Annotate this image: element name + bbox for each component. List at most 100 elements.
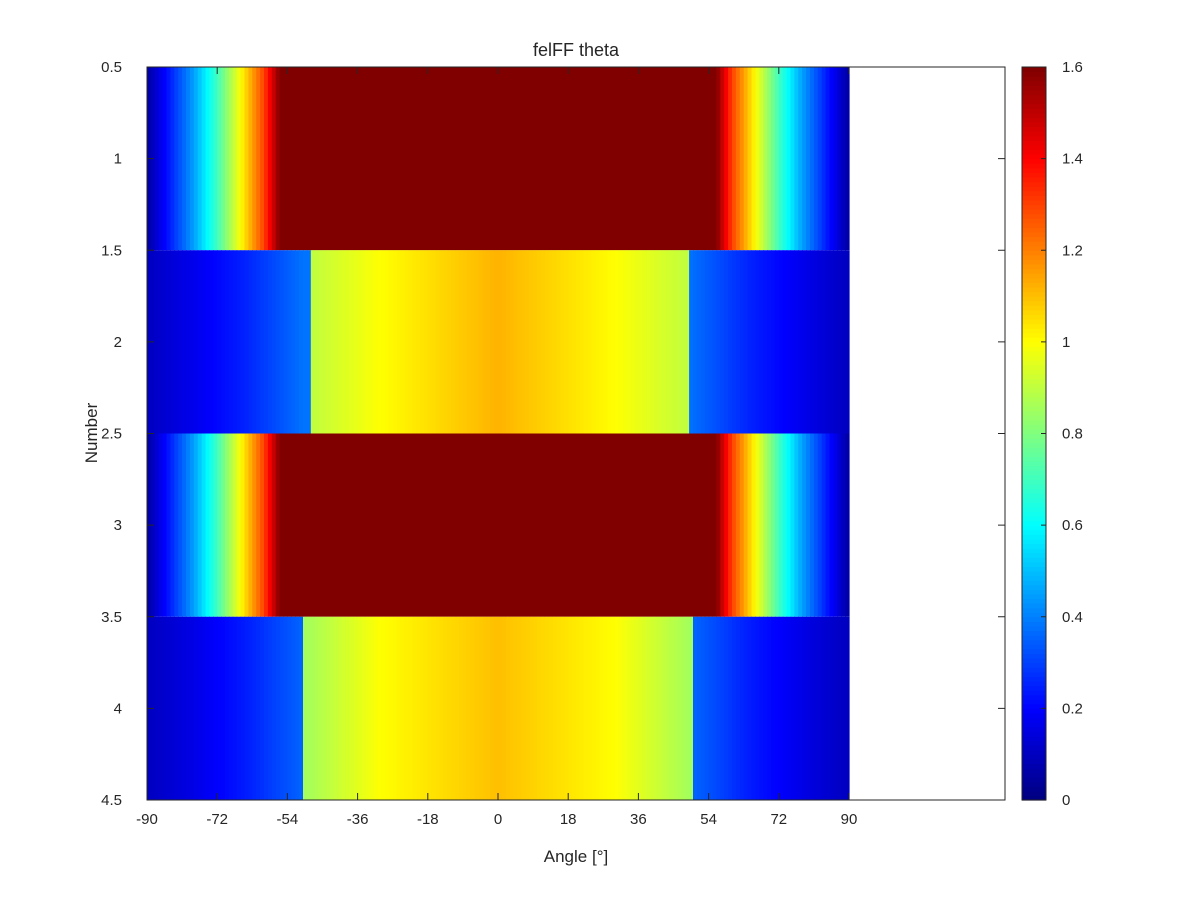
heatmap-cell	[345, 250, 351, 434]
heatmap-cell	[739, 616, 745, 800]
heatmap-cell	[810, 433, 815, 617]
heatmap-cell	[626, 67, 632, 251]
heatmap-cell	[478, 67, 483, 251]
heatmap-cell	[556, 250, 561, 434]
heatmap-cell	[443, 67, 448, 251]
heatmap-cell	[587, 433, 593, 617]
heatmap-cell	[182, 67, 187, 251]
heatmap-cell	[186, 433, 191, 617]
heatmap-cell	[833, 250, 838, 434]
heatmap-cell	[540, 433, 546, 617]
heatmap-cell	[626, 250, 632, 434]
heatmap-cell	[841, 616, 846, 800]
heatmap-cell	[650, 433, 655, 617]
heatmap-cell	[486, 433, 491, 617]
heatmap-cell	[767, 67, 772, 251]
heatmap-cell	[634, 67, 639, 251]
heatmap-cell	[252, 250, 257, 434]
heatmap-cell	[665, 67, 671, 251]
heatmap-cell	[225, 616, 230, 800]
heatmap-cell	[264, 616, 269, 800]
heatmap-cell	[213, 616, 218, 800]
heatmap-cell	[661, 250, 667, 434]
heatmap-cell	[494, 250, 499, 434]
heatmap-cell	[759, 433, 764, 617]
heatmap-cell	[673, 616, 678, 800]
heatmap-cell	[174, 67, 179, 251]
heatmap-cell	[716, 433, 721, 617]
heatmap-cell	[728, 250, 733, 434]
heatmap-cell	[248, 67, 253, 251]
heatmap-cell	[603, 616, 608, 800]
heatmap-cell	[521, 433, 526, 617]
heatmap-cell	[466, 616, 472, 800]
heatmap-cell	[193, 433, 199, 617]
heatmap-cell	[427, 433, 433, 617]
heatmap-cell	[802, 250, 807, 434]
colorbar-strip	[1022, 598, 1046, 604]
heatmap-cell	[310, 616, 316, 800]
heatmap-cell	[420, 250, 425, 434]
heatmap-cell	[154, 67, 160, 251]
heatmap-cell	[291, 67, 296, 251]
heatmap-cell	[501, 616, 507, 800]
heatmap-cell	[455, 616, 460, 800]
heatmap-cell	[755, 67, 760, 251]
heatmap-cell	[357, 433, 363, 617]
heatmap-cell	[158, 616, 164, 800]
heatmap-cell	[189, 250, 195, 434]
heatmap-cell	[439, 616, 444, 800]
heatmap-cell	[322, 433, 327, 617]
colorbar-strip	[1022, 250, 1046, 256]
heatmap-cell	[798, 250, 803, 434]
heatmap-cell	[201, 250, 207, 434]
heatmap-cell	[576, 433, 581, 617]
heatmap-cell	[201, 67, 207, 251]
colorbar-strip	[1022, 176, 1046, 183]
heatmap-cell	[790, 67, 795, 251]
colorbar-strip	[1022, 493, 1046, 499]
heatmap-cell	[724, 67, 729, 251]
heatmap-cell	[560, 433, 565, 617]
heatmap-cell	[696, 433, 702, 617]
heatmap-cell	[829, 250, 834, 434]
heatmap-cell	[271, 433, 277, 617]
heatmap-cell	[817, 616, 823, 800]
heatmap-cell	[704, 433, 710, 617]
x-tick-label: 54	[700, 811, 717, 828]
heatmap-cell	[154, 250, 160, 434]
heatmap-cell	[595, 433, 600, 617]
heatmap-cell	[751, 616, 756, 800]
heatmap-cell	[735, 433, 741, 617]
heatmap-cell	[685, 616, 690, 800]
heatmap-cell	[813, 250, 819, 434]
heatmap-cell	[431, 433, 437, 617]
heatmap-cell	[595, 67, 600, 251]
heatmap-cell	[392, 67, 398, 251]
heatmap-cell	[221, 616, 226, 800]
heatmap-cell	[833, 67, 838, 251]
heatmap-cell	[720, 616, 725, 800]
heatmap-cell	[330, 433, 335, 617]
heatmap-cell	[829, 616, 834, 800]
heatmap-cell	[618, 250, 624, 434]
colorbar-strip	[1022, 680, 1046, 687]
heatmap-cell	[287, 616, 292, 800]
heatmap-cell	[213, 67, 218, 251]
heatmap-cell	[657, 67, 663, 251]
heatmap-cell	[381, 250, 386, 434]
colorbar-strip	[1022, 241, 1046, 247]
heatmap-cell	[158, 433, 164, 617]
heatmap-cell	[689, 67, 694, 251]
heatmap-cell	[700, 433, 706, 617]
heatmap-cell	[299, 250, 304, 434]
colorbar-strip	[1022, 621, 1046, 627]
heatmap-cell	[162, 67, 168, 251]
heatmap-cell	[661, 433, 667, 617]
heatmap-cell	[384, 616, 390, 800]
heatmap-cell	[310, 433, 316, 617]
heatmap-cell	[295, 67, 300, 251]
colorbar-tick-label: 0	[1062, 792, 1070, 809]
colorbar-strip	[1022, 135, 1046, 141]
heatmap-cell	[178, 433, 183, 617]
